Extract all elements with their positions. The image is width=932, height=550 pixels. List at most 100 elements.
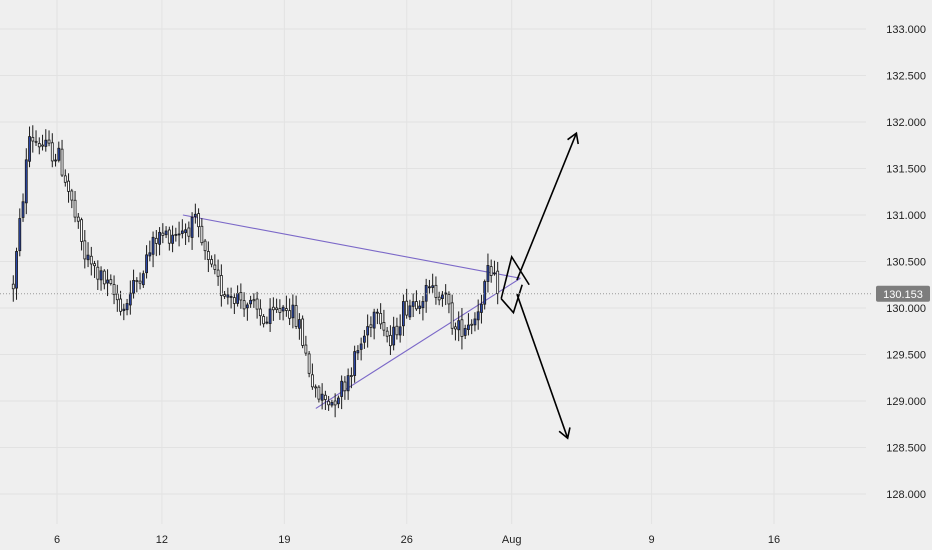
y-tick-label[interactable]: 128.000 xyxy=(886,489,926,501)
candle-bullish xyxy=(245,302,249,321)
candle-bearish xyxy=(323,390,327,411)
candle-bullish xyxy=(28,126,31,168)
y-tick-label[interactable]: 132.000 xyxy=(886,117,926,129)
candle-bullish xyxy=(141,270,145,288)
arrow-down-head[interactable] xyxy=(558,427,571,440)
candle-body xyxy=(375,311,379,314)
candle-body xyxy=(54,159,57,162)
candle-bearish xyxy=(102,269,106,290)
y-tick-label[interactable]: 130.000 xyxy=(886,303,926,315)
candle-body xyxy=(135,280,139,282)
candle-body xyxy=(28,136,31,162)
y-tick-label[interactable]: 131.000 xyxy=(886,210,926,222)
candle-body xyxy=(454,326,457,330)
y-tick-label[interactable]: 132.500 xyxy=(886,71,926,83)
y-axis[interactable]: 133.000 132.500 132.000 131.500 131.000 130.5… xyxy=(886,24,926,501)
arrow-down-shaft[interactable] xyxy=(516,293,569,439)
x-tick-label[interactable]: 9 xyxy=(649,534,655,546)
candle-bearish xyxy=(83,230,87,269)
y-tick-label[interactable]: 129.500 xyxy=(886,350,926,362)
candle-bearish xyxy=(73,190,77,223)
y-tick-label[interactable]: 129.000 xyxy=(886,396,926,408)
triangle-lower-trendline[interactable] xyxy=(315,277,521,409)
candle-bullish xyxy=(190,212,194,250)
candle-bullish xyxy=(418,300,422,315)
candle-bullish xyxy=(18,208,22,257)
candle-body xyxy=(434,284,438,298)
candle-bullish xyxy=(467,313,470,336)
candle-body xyxy=(125,303,129,311)
x-tick-label[interactable]: 16 xyxy=(768,534,780,546)
x-tick-label[interactable]: 19 xyxy=(278,534,290,546)
candle-body xyxy=(297,319,301,329)
last-price-badge xyxy=(876,285,930,302)
candle-bearish xyxy=(262,314,266,328)
candle-body xyxy=(340,380,344,397)
annotations[interactable] xyxy=(182,131,579,440)
candle-body xyxy=(122,308,126,312)
candle-bullish xyxy=(441,291,444,307)
candle-bullish xyxy=(226,287,230,305)
candle-bearish xyxy=(450,294,454,335)
candle-bearish xyxy=(288,298,292,326)
candle-body xyxy=(415,301,418,310)
y-tick-label[interactable]: 128.500 xyxy=(886,443,926,455)
arrow-up-head[interactable] xyxy=(567,131,579,145)
candle-body xyxy=(86,254,90,261)
candle-body xyxy=(330,402,334,406)
arrow-down[interactable] xyxy=(516,293,571,440)
candle-body xyxy=(382,322,386,331)
candle-bullish xyxy=(375,308,379,325)
x-tick-label[interactable]: 26 xyxy=(401,534,413,546)
candle-bullish xyxy=(297,313,301,340)
candle-bearish xyxy=(327,395,331,411)
candle-bearish xyxy=(310,363,314,390)
candle-body xyxy=(138,280,142,284)
candle-body xyxy=(457,320,461,331)
arrow-up[interactable] xyxy=(516,131,579,281)
candle-body xyxy=(89,255,93,265)
candle-body xyxy=(213,264,217,270)
candle-body xyxy=(388,334,392,347)
candle-body xyxy=(408,305,412,318)
candle-bearish xyxy=(437,291,441,306)
candle-bullish xyxy=(44,129,48,152)
candle-body xyxy=(47,139,51,144)
candle-bearish xyxy=(60,139,64,178)
candle-bearish xyxy=(255,291,259,319)
candle-body xyxy=(128,292,132,306)
candle-body xyxy=(291,304,295,319)
candle-body xyxy=(167,229,171,244)
last-price-marker: 130.153 xyxy=(0,285,930,302)
arrow-up-shaft[interactable] xyxy=(516,132,578,281)
candle-body xyxy=(184,229,187,234)
candle-bearish xyxy=(232,292,236,314)
candle-body xyxy=(180,230,184,234)
candle-bearish xyxy=(154,229,158,257)
candle-bearish xyxy=(395,317,399,340)
x-tick-label[interactable]: Aug xyxy=(502,534,522,546)
candle-bearish xyxy=(307,351,311,378)
projection-zigzag-up[interactable] xyxy=(500,254,530,299)
y-tick-label[interactable]: 131.500 xyxy=(886,164,926,176)
candle-body xyxy=(76,216,80,222)
candle-bullish xyxy=(86,242,90,268)
candle-bullish xyxy=(151,231,155,268)
candle-body xyxy=(473,318,477,326)
y-tick-label[interactable]: 130.500 xyxy=(886,257,926,269)
candle-bearish xyxy=(67,173,70,203)
x-axis[interactable]: 6 12 19 26 Aug 9 16 xyxy=(54,534,780,546)
candle-bearish xyxy=(89,246,93,276)
triangle-upper-trendline[interactable] xyxy=(182,214,521,279)
x-tick-label[interactable]: 12 xyxy=(156,534,168,546)
y-tick-label[interactable]: 133.000 xyxy=(886,24,926,36)
candle-bearish xyxy=(405,288,409,319)
candle-body xyxy=(187,227,191,237)
x-tick-label[interactable]: 6 xyxy=(54,534,60,546)
candle-bullish xyxy=(359,337,363,361)
candle-body xyxy=(145,254,148,274)
candle-bearish xyxy=(382,309,386,337)
candle-bearish xyxy=(210,255,214,268)
